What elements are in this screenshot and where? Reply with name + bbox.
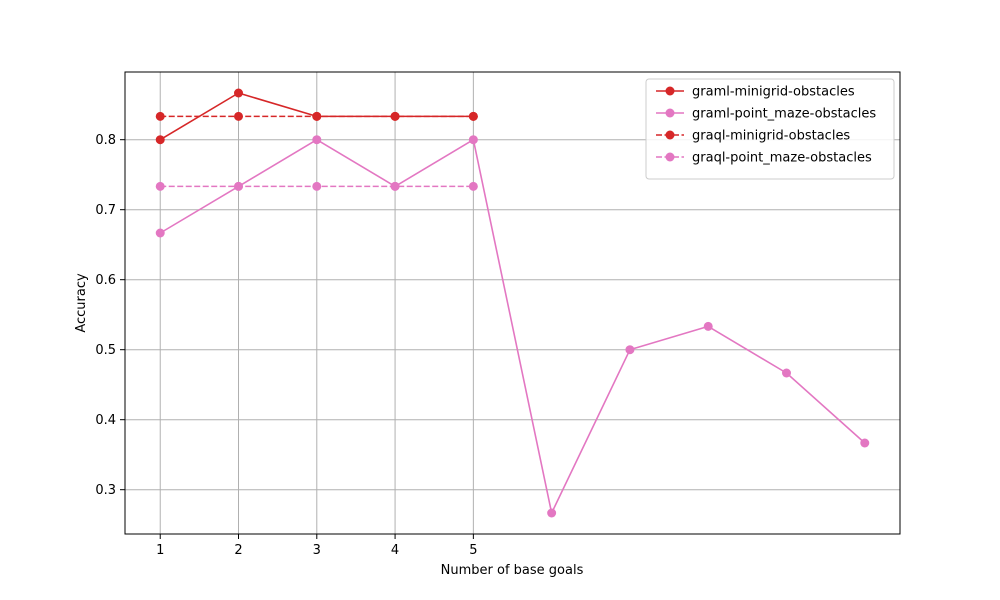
legend-label: graml-minigrid-obstacles <box>692 85 855 100</box>
legend-box <box>645 78 895 180</box>
data-point <box>547 508 557 518</box>
y-tick-label: 0.7 <box>95 203 116 218</box>
x-tick-label: 3 <box>313 543 321 558</box>
data-point <box>234 111 244 121</box>
legend-item: graql-minigrid-obstacles <box>656 129 850 144</box>
legend-swatch-marker <box>665 152 675 162</box>
series-2 <box>155 135 870 518</box>
data-point <box>312 181 322 191</box>
data-point <box>155 111 165 121</box>
data-point <box>390 111 400 121</box>
y-tick-label: 0.5 <box>95 343 116 358</box>
x-tick-label: 2 <box>234 543 242 558</box>
x-tick-label: 1 <box>156 543 164 558</box>
x-axis-label: Number of base goals <box>441 563 584 578</box>
data-point <box>234 181 244 191</box>
data-point <box>390 181 400 191</box>
data-point <box>312 111 322 121</box>
data-point <box>625 345 635 355</box>
data-point <box>703 321 713 331</box>
x-tick-label: 4 <box>391 543 399 558</box>
legend-item: graql-point_maze-obstacles <box>656 151 872 166</box>
legend-item: graml-minigrid-obstacles <box>656 85 855 100</box>
data-point <box>155 181 165 191</box>
legend-label: graql-point_maze-obstacles <box>692 151 872 166</box>
data-point <box>468 111 478 121</box>
series-layer <box>155 88 870 518</box>
x-tick-label: 5 <box>469 543 477 558</box>
data-point <box>312 135 322 145</box>
plot-frame <box>124 71 901 535</box>
y-tick-label: 0.8 <box>95 133 116 148</box>
y-axis-label: Accuracy <box>74 273 89 333</box>
series-3 <box>155 111 478 121</box>
legend-swatch-marker <box>665 130 675 140</box>
y-tick-label: 0.4 <box>95 413 116 428</box>
legend-swatch-marker <box>665 108 675 118</box>
data-point <box>234 88 244 98</box>
data-point <box>860 438 870 448</box>
ticks-layer: 1 2 3 4 5 0.3 0.4 0.5 0.6 0.7 0.8 <box>95 133 477 558</box>
y-tick-label: 0.6 <box>95 273 116 288</box>
data-point <box>781 368 791 378</box>
grid-lines <box>125 72 900 534</box>
series-4 <box>155 181 478 191</box>
data-point <box>468 181 478 191</box>
legend-label: graql-minigrid-obstacles <box>692 129 850 144</box>
data-point <box>155 135 165 145</box>
legend-item: graml-point_maze-obstacles <box>656 107 876 122</box>
y-tick-label: 0.3 <box>95 483 116 498</box>
legend-label: graml-point_maze-obstacles <box>692 107 876 122</box>
series-line <box>159 138 866 514</box>
data-point <box>468 135 478 145</box>
data-point <box>155 228 165 238</box>
legend: graml-minigrid-obstacles graml-point_maze… <box>645 78 895 180</box>
legend-swatch-marker <box>665 86 675 96</box>
